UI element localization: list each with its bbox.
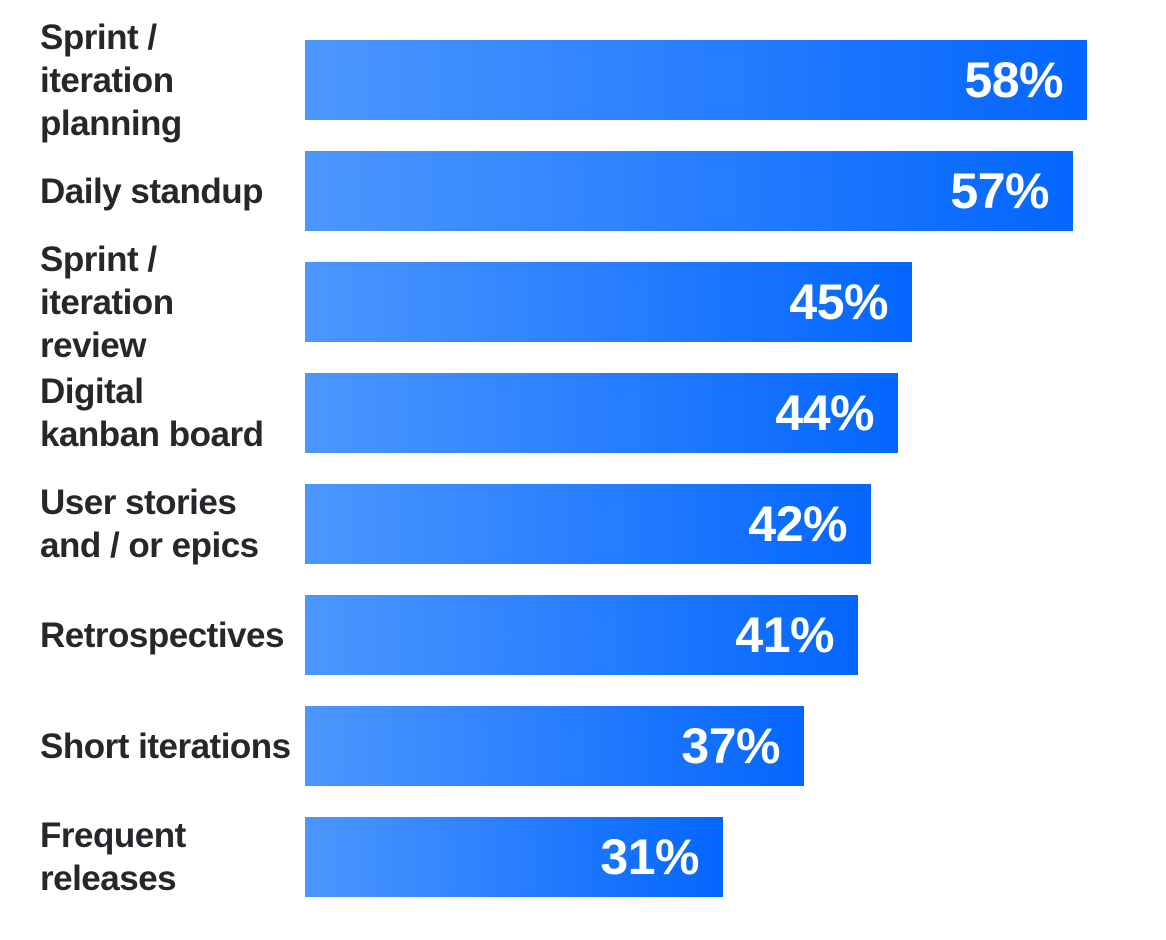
value-label: 31% (600, 829, 699, 885)
category-label: Sprint / iteration planning (40, 17, 182, 143)
chart-row: Sprint / iteration planning 58% (0, 18, 1166, 143)
category-label: Retrospectives (40, 615, 284, 655)
category-label: Sprint / iteration review (40, 239, 174, 365)
bar: 41% (305, 595, 858, 675)
bar: 44% (305, 373, 898, 453)
chart-row: Retrospectives 41% (0, 595, 1166, 675)
category-label: Digital kanban board (40, 372, 264, 454)
category-label: Daily standup (40, 171, 263, 211)
bar: 57% (305, 151, 1073, 231)
bar-chart: Sprint / iteration planning 58% Daily st… (0, 18, 1166, 898)
value-label: 41% (735, 607, 834, 663)
value-label: 58% (964, 52, 1063, 108)
chart-row: Daily standup 57% (0, 151, 1166, 231)
value-label: 37% (681, 718, 780, 774)
bar: 42% (305, 484, 871, 564)
chart-row: User stories and / or epics 42% (0, 483, 1166, 565)
chart-row: Digital kanban board 44% (0, 372, 1166, 454)
chart-row: Frequent releases 31% (0, 816, 1166, 898)
category-label: Frequent releases (40, 816, 186, 898)
chart-rows: Sprint / iteration planning 58% Daily st… (0, 18, 1166, 898)
bar: 45% (305, 262, 912, 342)
bar: 37% (305, 706, 804, 786)
chart-row: Sprint / iteration review 45% (0, 240, 1166, 365)
value-label: 45% (789, 274, 888, 330)
chart-row: Short iterations 37% (0, 706, 1166, 786)
value-label: 44% (775, 385, 874, 441)
category-label: Short iterations (40, 726, 291, 766)
value-label: 57% (950, 163, 1049, 219)
value-label: 42% (748, 496, 847, 552)
category-label: User stories and / or epics (40, 483, 259, 565)
bar: 31% (305, 817, 723, 897)
bar: 58% (305, 40, 1087, 120)
